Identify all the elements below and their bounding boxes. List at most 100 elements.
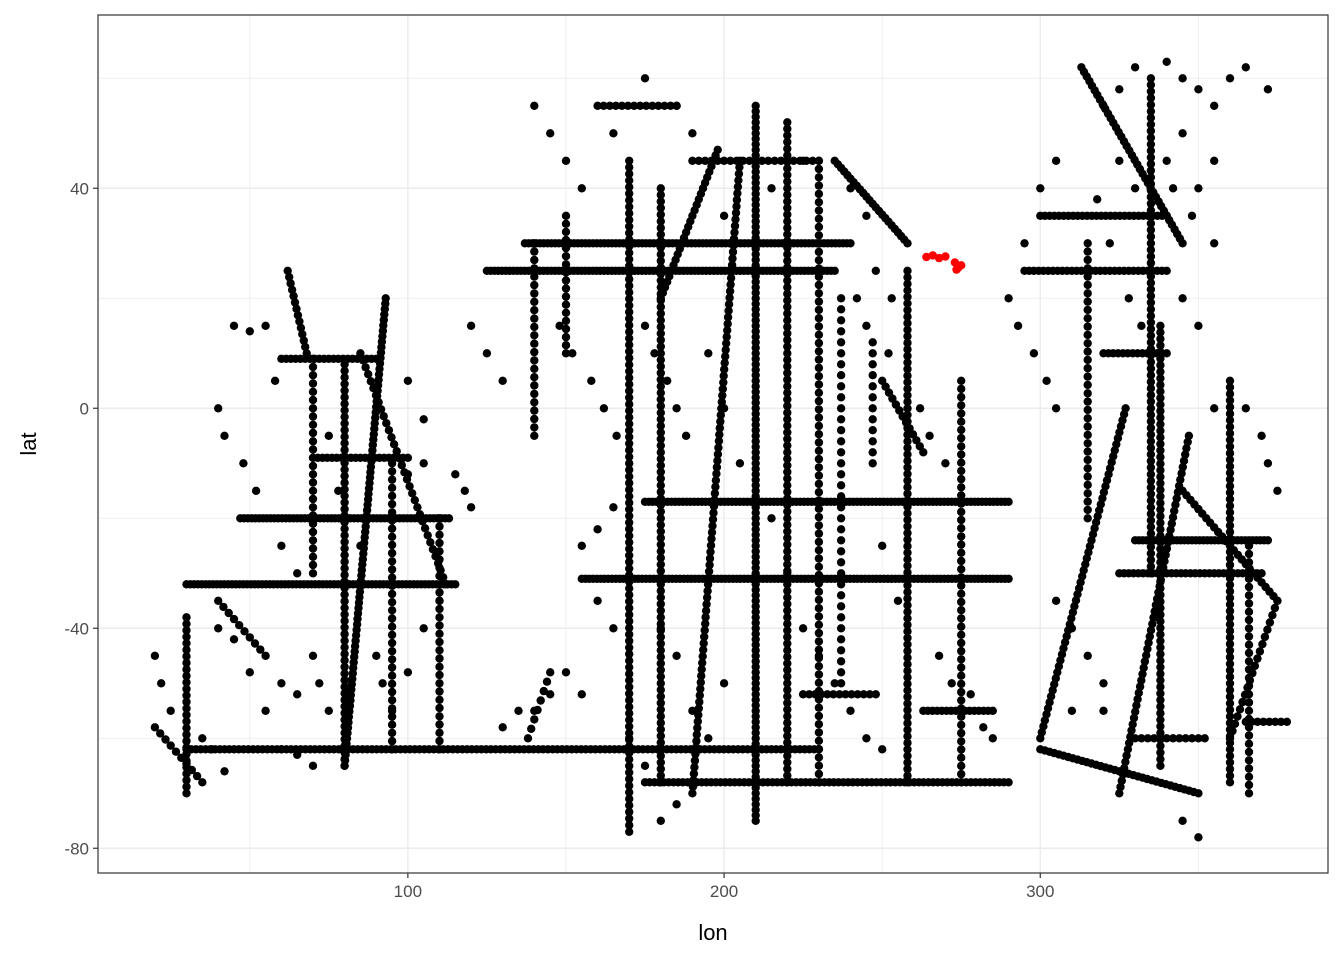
data-point (814, 753, 824, 762)
data-point (1083, 651, 1092, 660)
data-point (1271, 717, 1280, 726)
data-point (1253, 654, 1262, 663)
data-point (295, 317, 304, 326)
data-point (988, 734, 997, 743)
data-point (903, 319, 912, 328)
data-point (1157, 569, 1167, 578)
data-point (783, 619, 792, 629)
data-point (836, 382, 846, 391)
data-point (1171, 500, 1180, 509)
data-point (220, 767, 229, 776)
data-point (1263, 625, 1272, 634)
data-point (1276, 717, 1286, 726)
data-point (334, 486, 343, 495)
data-point (783, 646, 792, 655)
data-point (656, 816, 665, 825)
data-point (1156, 439, 1165, 449)
data-point (1146, 331, 1156, 340)
data-point (1146, 357, 1156, 367)
data-point (625, 774, 634, 784)
data-point (767, 184, 776, 193)
data-point (783, 731, 792, 741)
data-point (656, 698, 665, 708)
data-point (903, 325, 912, 334)
data-point (903, 620, 912, 630)
data-point (625, 524, 634, 534)
data-point (1146, 120, 1156, 129)
data-point (1083, 455, 1092, 465)
data-point (692, 736, 701, 746)
data-point (1156, 636, 1165, 646)
data-point (868, 371, 877, 380)
data-point (1146, 569, 1156, 578)
data-point (1146, 542, 1156, 552)
data-point (783, 289, 792, 299)
data-point (1162, 57, 1171, 66)
data-point (289, 291, 298, 301)
data-point (466, 321, 476, 330)
data-point (220, 431, 229, 440)
data-point (783, 474, 792, 483)
data-point (1083, 322, 1092, 331)
data-point (783, 626, 792, 635)
data-point (625, 682, 634, 692)
data-point (286, 279, 295, 288)
data-point (814, 736, 824, 745)
data-point (625, 367, 634, 376)
data-point (814, 173, 824, 182)
data-point (957, 556, 966, 566)
data-point (836, 404, 846, 413)
data-point (340, 544, 349, 553)
data-point (814, 355, 824, 364)
data-point (783, 349, 792, 358)
data-point (308, 503, 318, 512)
data-point (239, 459, 248, 468)
data-point (903, 437, 912, 446)
data-point (656, 533, 665, 543)
data-point (957, 384, 966, 394)
data-point (418, 517, 427, 526)
data-point (1146, 166, 1156, 175)
data-point (656, 745, 665, 754)
data-point (660, 101, 669, 111)
data-point (625, 597, 634, 606)
data-point (1178, 239, 1187, 248)
data-point (1259, 717, 1268, 726)
data-point (836, 338, 846, 347)
data-point (814, 396, 824, 406)
data-point (625, 722, 634, 731)
data-point (625, 373, 634, 382)
data-point (688, 156, 697, 165)
data-point (387, 459, 397, 468)
data-point (783, 745, 792, 754)
data-point (957, 532, 966, 541)
data-point (1282, 717, 1292, 726)
data-point (1156, 361, 1165, 370)
data-point (1225, 606, 1235, 616)
data-point (1146, 489, 1156, 499)
data-point (530, 431, 539, 440)
data-point (1117, 776, 1127, 785)
data-point (382, 419, 391, 428)
data-point (903, 666, 912, 675)
data-point (903, 771, 912, 780)
data-point (340, 597, 349, 606)
data-point (435, 629, 444, 638)
data-point (482, 349, 492, 358)
data-point (1177, 469, 1186, 478)
data-point (836, 437, 846, 446)
data-point (1146, 113, 1156, 123)
data-point (957, 450, 966, 459)
data-point (1146, 206, 1156, 215)
data-point (387, 475, 397, 484)
data-point (729, 241, 738, 250)
data-point (1225, 527, 1235, 537)
data-point (308, 761, 318, 770)
data-point (1156, 630, 1165, 639)
data-point (1225, 468, 1235, 478)
data-point (530, 398, 539, 407)
data-point (887, 294, 896, 303)
data-point (1156, 512, 1165, 521)
data-point (783, 329, 792, 338)
data-point (340, 649, 349, 659)
